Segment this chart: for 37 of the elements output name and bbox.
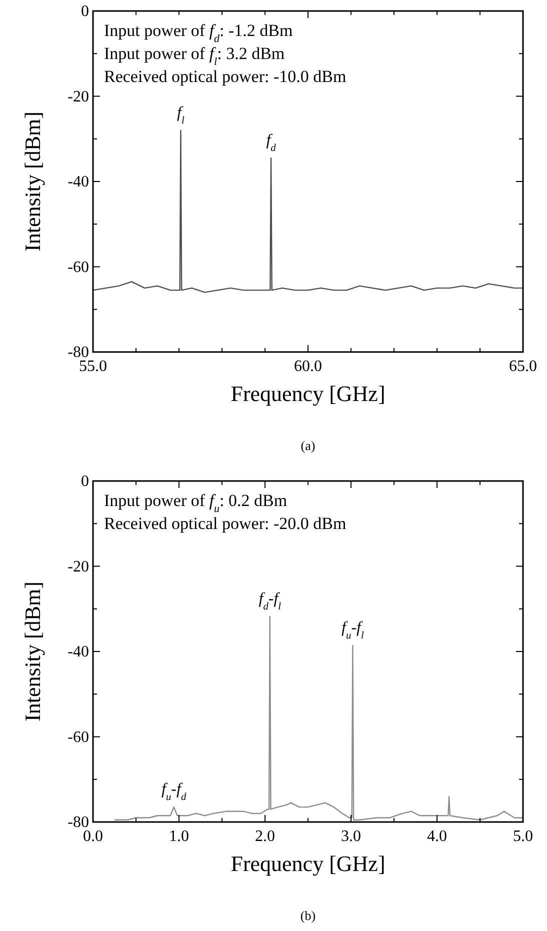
annotation: Received optical power: -10.0 dBm bbox=[104, 67, 346, 86]
annotation: Input power of f$_{d}$: -1.2 dBm bbox=[104, 21, 293, 45]
y-tick-label: -20 bbox=[68, 88, 89, 106]
x-tick-label: 2.0 bbox=[255, 828, 275, 845]
annotation: Input power of f$_{l}$: 3.2 dBm bbox=[104, 44, 285, 68]
x-axis-title: Frequency [GHz] bbox=[230, 381, 386, 406]
x-tick-label: 5.0 bbox=[513, 828, 533, 845]
line-series bbox=[114, 616, 524, 820]
annotation: f$_{d}$ bbox=[266, 132, 277, 154]
x-tick-label: 65.0 bbox=[509, 358, 537, 375]
y-tick-label: -80 bbox=[68, 814, 89, 831]
text: (b) bbox=[300, 908, 316, 923]
x-tick-label: 4.0 bbox=[427, 828, 447, 845]
annotation: Input power of f$_{u}$: 0.2 dBm bbox=[104, 491, 288, 515]
y-axis-title: Intensity [dBm] bbox=[20, 112, 45, 252]
annotation: f$_{d}$-f$_{l}$ bbox=[258, 590, 282, 612]
y-tick-label: 0 bbox=[81, 3, 89, 20]
x-tick-label: 3.0 bbox=[341, 828, 361, 845]
y-tick-label: -40 bbox=[68, 644, 89, 660]
x-axis-title: Frequency [GHz] bbox=[230, 851, 386, 876]
line-series bbox=[92, 130, 524, 293]
y-axis-title: Intensity [dBm] bbox=[20, 582, 45, 722]
y-tick-label: -60 bbox=[68, 258, 89, 276]
y-tick-label: -20 bbox=[68, 558, 89, 576]
y-tick-label: -40 bbox=[68, 174, 89, 190]
x-tick-label: 0.0 bbox=[83, 828, 103, 845]
x-tick-label: 55.0 bbox=[79, 358, 107, 375]
x-tick-label: 1.0 bbox=[169, 828, 189, 845]
annotation: f$_{u}$-f$_{d}$ bbox=[162, 781, 187, 803]
annotation: f$_{l}$ bbox=[177, 104, 184, 126]
x-tick-label: 60.0 bbox=[294, 358, 322, 375]
y-tick-label: 0 bbox=[81, 473, 89, 490]
y-tick-label: -80 bbox=[68, 344, 89, 361]
annotation: Received optical power: -20.0 dBm bbox=[104, 514, 346, 533]
text: (a) bbox=[300, 438, 316, 453]
y-tick-label: -60 bbox=[68, 728, 89, 746]
annotation: f$_{u}$-f$_{l}$ bbox=[342, 620, 364, 642]
